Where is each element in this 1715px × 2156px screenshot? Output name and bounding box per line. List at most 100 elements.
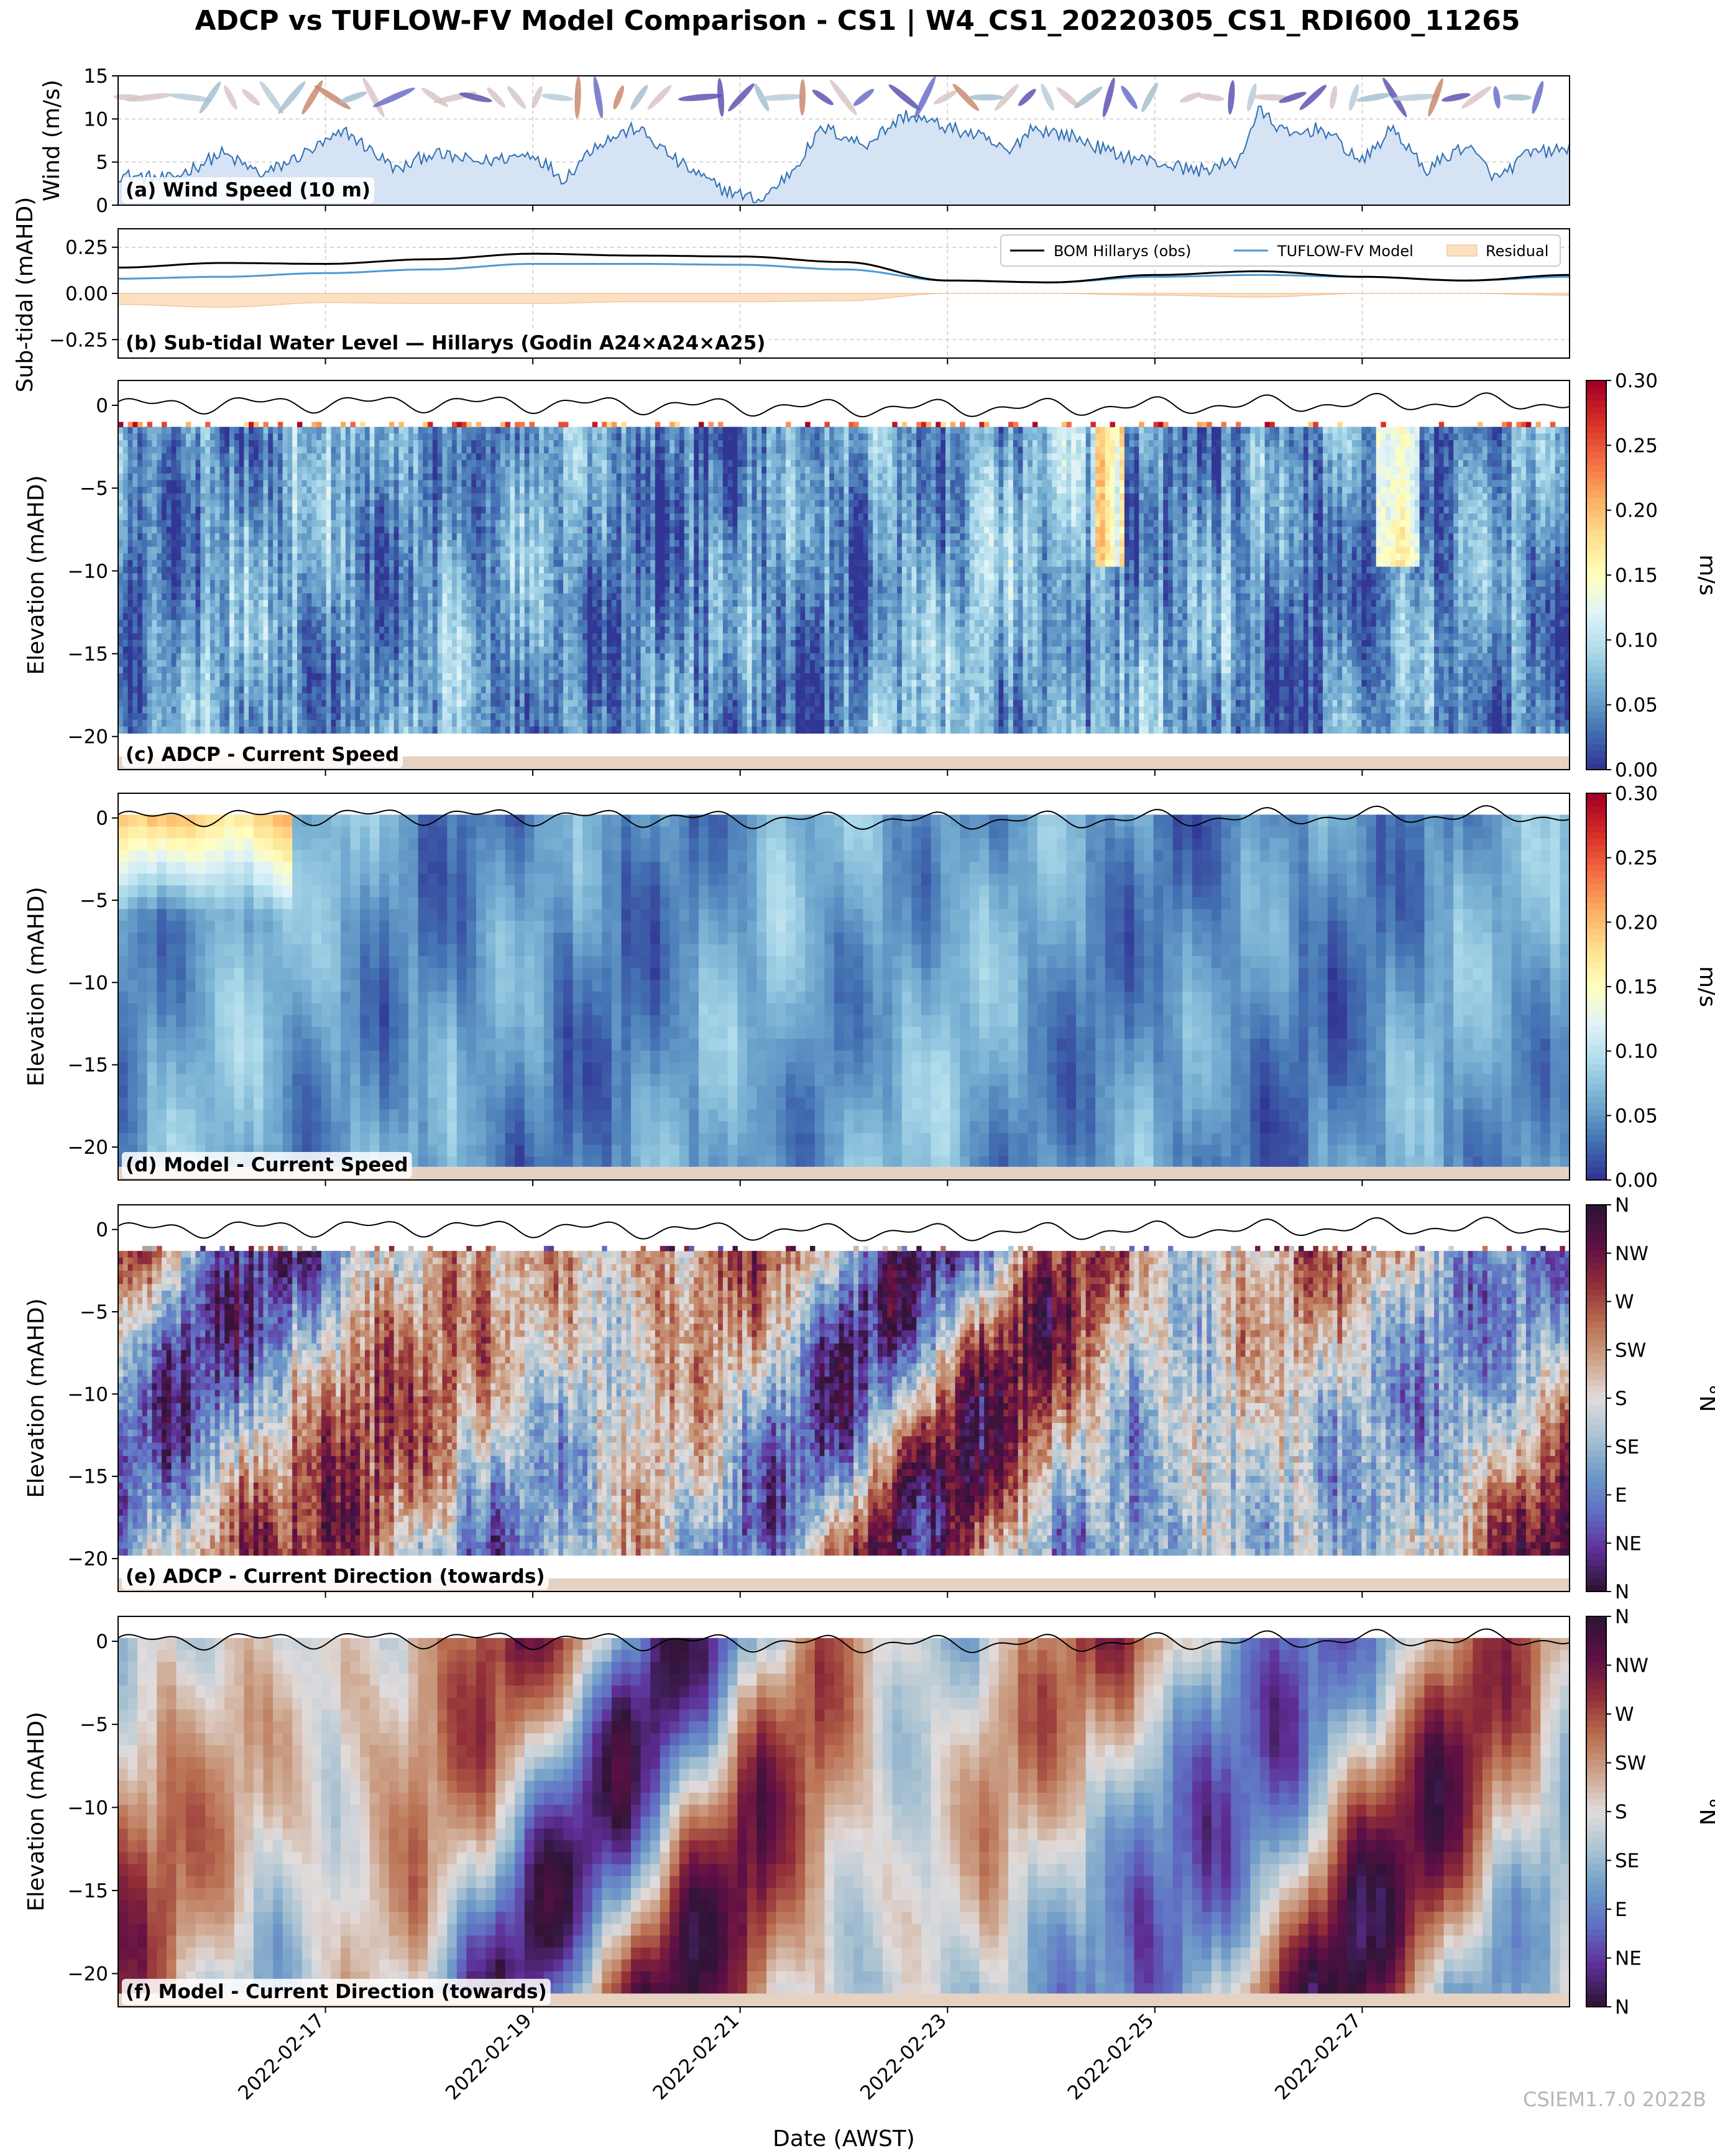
heatmap-cell — [181, 480, 186, 487]
heatmap-cell — [277, 613, 283, 620]
heatmap-cell — [162, 673, 167, 681]
heatmap-cell — [442, 620, 448, 627]
heatmap-cell — [505, 487, 511, 494]
heatmap-cell — [162, 520, 167, 527]
heatmap-cell — [428, 422, 433, 428]
heatmap-cell — [524, 460, 530, 468]
heatmap-cell — [132, 713, 138, 721]
heatmap-cell — [326, 507, 332, 514]
heatmap-cell — [341, 553, 346, 561]
heatmap-cell — [490, 633, 496, 640]
heatmap-cell — [398, 540, 404, 547]
heatmap-cell — [142, 673, 148, 681]
heatmap-cell — [607, 680, 612, 687]
heatmap-cell — [611, 666, 617, 674]
heatmap-cell — [529, 606, 535, 614]
heatmap-cell — [437, 440, 443, 448]
heatmap-cell — [321, 513, 327, 521]
heatmap-cell — [413, 633, 419, 640]
heatmap-cell — [393, 473, 399, 481]
heatmap-cell — [122, 433, 129, 441]
heatmap-cell — [195, 573, 201, 581]
heatmap-cell — [234, 473, 240, 481]
heatmap-cell — [461, 713, 467, 721]
heatmap-cell — [418, 493, 423, 500]
heatmap-cell — [253, 560, 259, 568]
heatmap-cell — [152, 586, 157, 594]
heatmap-cell — [485, 693, 491, 701]
heatmap-cell — [249, 426, 254, 434]
heatmap-cell — [118, 633, 124, 640]
heatmap-cell — [132, 633, 138, 640]
heatmap-cell — [587, 446, 593, 454]
heatmap-cell — [311, 586, 317, 594]
heatmap-cell — [524, 680, 530, 687]
heatmap-cell — [321, 573, 327, 581]
legend-model-label: TUFLOW-FV Model — [1277, 242, 1414, 260]
heatmap-cell — [239, 500, 244, 507]
heatmap-cell — [369, 440, 375, 448]
heatmap-cell — [495, 613, 501, 620]
heatmap-cell — [214, 533, 221, 541]
heatmap-cell — [442, 466, 448, 474]
heatmap-cell — [452, 473, 457, 481]
heatmap-cell — [287, 566, 293, 574]
heatmap-cell — [360, 527, 366, 534]
heatmap-cell — [456, 680, 462, 687]
heatmap-cell — [539, 653, 545, 661]
heatmap-cell — [500, 513, 506, 521]
heatmap-cell — [244, 653, 249, 661]
heatmap-cell — [398, 580, 404, 587]
heatmap-cell — [301, 640, 308, 647]
heatmap-cell — [408, 533, 414, 541]
heatmap-cell — [369, 699, 375, 707]
heatmap-cell — [418, 699, 423, 707]
heatmap-cell — [152, 553, 157, 561]
heatmap-cell — [374, 507, 380, 514]
heatmap-cell — [355, 546, 361, 554]
heatmap-cell — [529, 553, 535, 561]
heatmap-cell — [341, 620, 346, 627]
heatmap-cell — [607, 660, 612, 667]
heatmap-cell — [171, 660, 177, 667]
heatmap-cell — [490, 560, 496, 568]
heatmap-cell — [350, 433, 356, 441]
heatmap-cell — [292, 653, 298, 661]
heatmap-cell — [428, 553, 433, 561]
heatmap-cell — [369, 513, 375, 521]
heatmap-cell — [171, 606, 177, 614]
heatmap-cell — [413, 680, 419, 687]
heatmap-cell — [607, 586, 612, 594]
heatmap-cell — [369, 640, 375, 647]
heatmap-cell — [461, 600, 467, 607]
heatmap-cell — [408, 713, 414, 721]
heatmap-cell — [268, 566, 274, 574]
heatmap-cell — [258, 446, 264, 454]
heatmap-cell — [374, 699, 380, 707]
heatmap-cell — [597, 573, 602, 581]
heatmap-cell — [515, 473, 520, 481]
heatmap-cell — [258, 720, 264, 727]
heatmap-cell — [147, 673, 153, 681]
heatmap-cell — [249, 606, 254, 614]
heatmap-cell — [403, 726, 409, 734]
heatmap-cell — [282, 460, 288, 468]
heatmap-cell — [476, 507, 482, 514]
heatmap-cell — [263, 553, 269, 561]
heatmap-cell — [239, 580, 244, 587]
heatmap-cell — [331, 446, 336, 454]
heatmap-cell — [301, 513, 308, 521]
heatmap-cell — [476, 546, 482, 554]
heatmap-cell — [621, 573, 627, 581]
heatmap-cell — [171, 520, 177, 527]
heatmap-cell — [607, 553, 612, 561]
heatmap-cell — [209, 586, 216, 594]
heatmap-cell — [336, 713, 341, 721]
heatmap-cell — [205, 633, 211, 640]
heatmap-cell — [485, 686, 491, 694]
heatmap-cell — [162, 507, 167, 514]
heatmap-cell — [249, 453, 254, 461]
heatmap-cell — [200, 487, 206, 494]
heatmap-cell — [418, 586, 423, 594]
heatmap-cell — [485, 573, 491, 581]
